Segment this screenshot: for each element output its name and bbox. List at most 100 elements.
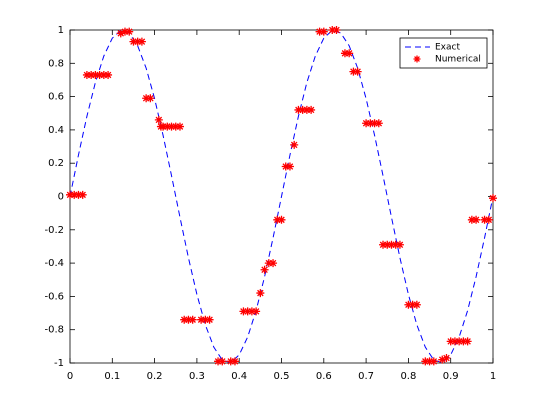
data-point: [74, 190, 83, 199]
data-point: [484, 215, 493, 224]
data-point: [230, 357, 239, 366]
x-tick-label: 0.4: [231, 371, 247, 382]
data-point: [277, 215, 286, 224]
x-tick-label: 0.6: [316, 371, 332, 382]
data-point: [294, 105, 303, 114]
data-point: [328, 26, 337, 34]
x-tick-label: 0.1: [104, 371, 120, 382]
data-point: [184, 315, 193, 324]
data-point: [104, 70, 113, 79]
data-point: [404, 300, 413, 309]
data-point: [353, 67, 362, 76]
x-tick-label: 0.3: [189, 371, 205, 382]
data-point: [370, 119, 379, 128]
data-point: [264, 259, 273, 268]
data-point: [429, 357, 438, 366]
y-tick-label: 0.2: [48, 158, 64, 169]
y-tick-label: -0.8: [44, 325, 64, 336]
data-point: [87, 70, 96, 79]
data-point: [366, 119, 375, 128]
data-point: [95, 70, 104, 79]
data-point: [159, 122, 168, 131]
data-point: [247, 307, 256, 316]
data-point: [120, 27, 129, 36]
y-tick-label: -0.6: [44, 291, 64, 302]
data-point: [379, 240, 388, 249]
data-point: [171, 122, 180, 131]
data-point: [129, 37, 138, 46]
data-point: [82, 70, 91, 79]
data-point: [332, 26, 341, 34]
y-tick-label: 0.8: [48, 58, 64, 69]
data-point: [459, 337, 468, 346]
data-point: [214, 357, 223, 366]
data-point: [201, 315, 210, 324]
data-point: [78, 190, 87, 199]
data-point: [315, 27, 324, 36]
data-point: [408, 300, 417, 309]
data-point: [374, 119, 383, 128]
data-point: [472, 215, 481, 224]
data-point: [142, 94, 151, 103]
data-point: [260, 265, 269, 274]
data-point: [281, 162, 290, 171]
data-point: [243, 307, 252, 316]
data-point: [362, 119, 371, 128]
legend-box: [399, 37, 488, 69]
data-point: [391, 240, 400, 249]
data-point: [256, 289, 265, 298]
x-tick-label: 0: [67, 371, 73, 382]
data-point: [146, 94, 155, 103]
data-point: [340, 49, 349, 58]
data-point: [70, 190, 79, 199]
data-point: [99, 70, 108, 79]
data-line: [69, 29, 494, 364]
data-point: [349, 67, 358, 76]
data-point: [205, 315, 214, 324]
data-point: [218, 357, 227, 366]
y-tick-label: -0.4: [44, 258, 64, 269]
data-point: [319, 27, 328, 36]
data-point: [188, 315, 197, 324]
data-point: [116, 29, 125, 38]
data-point: [167, 122, 176, 131]
data-point: [137, 37, 146, 46]
data-point: [133, 37, 142, 46]
data-point: [446, 337, 455, 346]
y-tick-label: 0: [58, 192, 64, 203]
data-point: [125, 27, 134, 36]
y-tick-label: 0.6: [48, 92, 64, 103]
data-point: [290, 140, 299, 149]
data-point: [239, 307, 248, 316]
x-tick-label: 0.9: [443, 371, 459, 382]
data-point: [197, 315, 206, 324]
x-tick-label: 0.7: [358, 371, 374, 382]
y-tick-label: -0.2: [44, 225, 64, 236]
data-point: [467, 215, 476, 224]
x-tick-label: 0.8: [400, 371, 416, 382]
data-point: [455, 337, 464, 346]
data-point: [442, 354, 451, 363]
data-point: [66, 190, 74, 199]
data-point: [489, 194, 497, 203]
data-point: [269, 259, 278, 268]
data-point: [163, 122, 172, 131]
data-point: [154, 115, 163, 124]
data-point: [307, 105, 316, 114]
data-point: [463, 337, 472, 346]
x-tick-label: 0.5: [274, 371, 290, 382]
data-point: [383, 240, 392, 249]
data-point: [180, 315, 189, 324]
data-point: [91, 70, 100, 79]
data-point: [480, 215, 489, 224]
legend-marker: [413, 55, 421, 63]
data-point: [273, 215, 282, 224]
data-point: [285, 162, 294, 171]
data-point: [252, 307, 261, 316]
data-point: [412, 300, 421, 309]
legend-label: Exact: [435, 43, 460, 53]
data-point: [226, 357, 235, 366]
y-tick-label: 1: [58, 25, 64, 36]
data-point: [175, 122, 184, 131]
